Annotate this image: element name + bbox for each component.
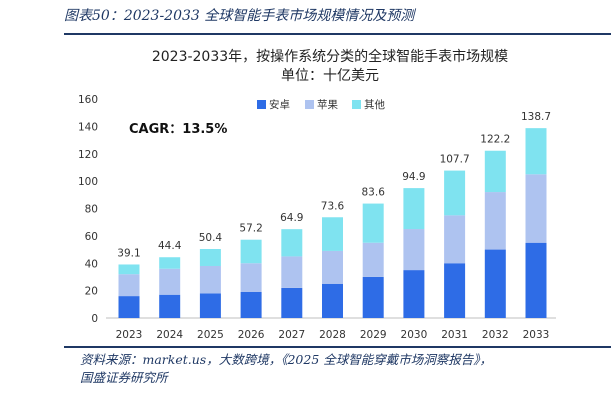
source-line-1: 资料来源：market.us，大数跨境，《2025 全球智能穿戴市场洞察报告》， xyxy=(80,352,493,367)
y-tick-label: 100 xyxy=(78,176,98,188)
x-tick-label: 2032 xyxy=(482,329,509,341)
bar-segment-apple xyxy=(444,215,466,264)
bar-segment-android xyxy=(159,294,181,318)
total-data-label: 138.7 xyxy=(521,111,551,123)
bar-segment-other xyxy=(525,128,547,175)
y-tick-label: 120 xyxy=(78,149,98,161)
bar-segment-android xyxy=(240,291,262,318)
bar-segment-other xyxy=(484,150,506,193)
legend-label-android: 安卓 xyxy=(269,98,290,111)
bar-segment-android xyxy=(118,296,140,318)
y-tick-label: 40 xyxy=(85,258,98,270)
bar-segment-android xyxy=(403,270,425,318)
y-tick-label: 140 xyxy=(78,121,98,133)
legend-swatch-other xyxy=(352,100,361,109)
top-rule xyxy=(64,33,611,35)
bar-segment-other xyxy=(403,188,425,230)
total-data-label: 57.2 xyxy=(239,223,262,235)
bar-segment-other xyxy=(199,249,221,266)
bar-segment-apple xyxy=(281,256,303,288)
total-data-label: 73.6 xyxy=(321,200,345,212)
bottom-rule xyxy=(64,346,611,348)
bar-segment-other xyxy=(240,239,262,264)
x-tick-label: 2033 xyxy=(523,329,550,341)
x-tick-label: 2029 xyxy=(360,329,387,341)
bar-segment-apple xyxy=(484,192,506,250)
total-data-label: 39.1 xyxy=(117,247,140,259)
x-tick-label: 2028 xyxy=(319,329,346,341)
legend-swatch-android xyxy=(257,100,266,109)
total-data-label: 107.7 xyxy=(440,154,470,166)
x-tick-label: 2025 xyxy=(197,329,224,341)
legend-swatch-apple xyxy=(305,100,314,109)
total-data-label: 94.9 xyxy=(402,171,425,183)
bar-segment-apple xyxy=(362,242,384,277)
bar-segment-other xyxy=(444,170,466,216)
y-tick-label: 60 xyxy=(85,231,98,243)
y-axis: 0 20 40 60 80 100 120 140 160 xyxy=(78,94,98,325)
bar-segment-other xyxy=(362,203,384,243)
total-data-label: 83.6 xyxy=(362,187,386,199)
bar-segment-android xyxy=(281,287,303,318)
bar-segment-other xyxy=(159,257,181,269)
x-tick-label: 2031 xyxy=(441,329,468,341)
bar-segment-apple xyxy=(118,274,140,297)
x-tick-label: 2027 xyxy=(278,329,305,341)
total-data-label: 122.2 xyxy=(480,134,510,146)
legend: 安卓 苹果 其他 xyxy=(257,98,385,111)
x-tick-label: 2023 xyxy=(116,329,143,341)
bar-segment-other xyxy=(322,217,343,251)
bar-segment-other xyxy=(281,229,303,257)
bar-segment-android xyxy=(322,283,343,318)
bar-segment-android xyxy=(362,276,384,318)
bar-segment-apple xyxy=(525,174,547,243)
bar-segment-apple xyxy=(159,268,181,295)
cagr-annotation: CAGR：13.5% xyxy=(129,122,227,137)
x-tick-label: 2030 xyxy=(401,329,428,341)
bar-segment-other xyxy=(118,264,140,275)
chart-subtitle: 单位：十亿美元 xyxy=(281,68,379,84)
total-data-label: 64.9 xyxy=(280,212,303,224)
y-tick-label: 80 xyxy=(85,204,98,216)
figure-caption: 图表50：2023-2033 全球智能手表市场规模情况及预测 xyxy=(64,8,415,24)
chart-title: 2023-2033年，按操作系统分类的全球智能手表市场规模 xyxy=(152,48,508,65)
x-tick-label: 2024 xyxy=(156,329,183,341)
bar-segment-apple xyxy=(199,265,221,294)
bar-segment-apple xyxy=(240,263,262,292)
y-tick-label: 160 xyxy=(78,94,98,106)
bars xyxy=(118,128,547,318)
source-note: 资料来源：market.us，大数跨境，《2025 全球智能穿戴市场洞察报告》，… xyxy=(80,351,600,387)
data-labels: 39.1 44.4 50.4 57.2 64.9 73.6 83.6 94.9 107.7 122… xyxy=(117,111,551,259)
bar-segment-android xyxy=(484,249,506,318)
bar-segment-android xyxy=(444,263,466,318)
total-data-label: 50.4 xyxy=(199,232,223,244)
bar-segment-android xyxy=(199,293,221,318)
bar-segment-apple xyxy=(403,229,425,271)
y-tick-label: 0 xyxy=(91,313,98,325)
legend-label-apple: 苹果 xyxy=(317,98,338,111)
legend-label-other: 其他 xyxy=(364,98,385,111)
bar-segment-android xyxy=(525,242,547,318)
x-tick-label: 2026 xyxy=(238,329,265,341)
source-line-2: 国盛证券研究所 xyxy=(80,370,168,385)
x-axis: 2023 2024 2025 2026 2027 2028 2029 2030 2031 2032… xyxy=(116,329,550,341)
total-data-label: 44.4 xyxy=(158,240,182,252)
bar-segment-apple xyxy=(322,250,343,284)
y-tick-label: 20 xyxy=(85,286,98,298)
